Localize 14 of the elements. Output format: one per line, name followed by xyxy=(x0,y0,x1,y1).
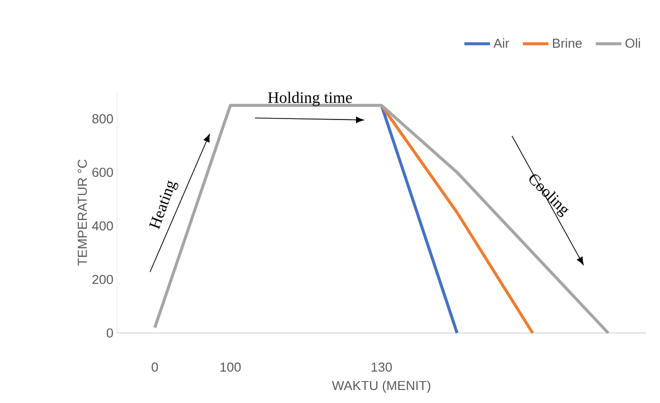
y-axis-title: TEMPERATUR °C xyxy=(78,160,87,266)
x-tick-label: 0 xyxy=(152,362,158,372)
x-tick-label: 130 xyxy=(372,362,392,372)
y-tick-label: 200 xyxy=(92,274,113,284)
y-tick-label: 0 xyxy=(106,328,113,338)
y-tick-label: 800 xyxy=(92,114,113,124)
y-tick-label: 400 xyxy=(92,221,113,230)
legend-label: Air xyxy=(493,38,510,48)
x-tick-label: 100 xyxy=(220,362,241,372)
legend-label: Oli xyxy=(626,38,640,48)
x-axis-title: WAKTU (MENIT) xyxy=(332,380,430,393)
legend-label: Brine xyxy=(553,38,582,48)
y-tick-label: 600 xyxy=(92,168,113,177)
annotation: Holding time xyxy=(268,92,352,106)
